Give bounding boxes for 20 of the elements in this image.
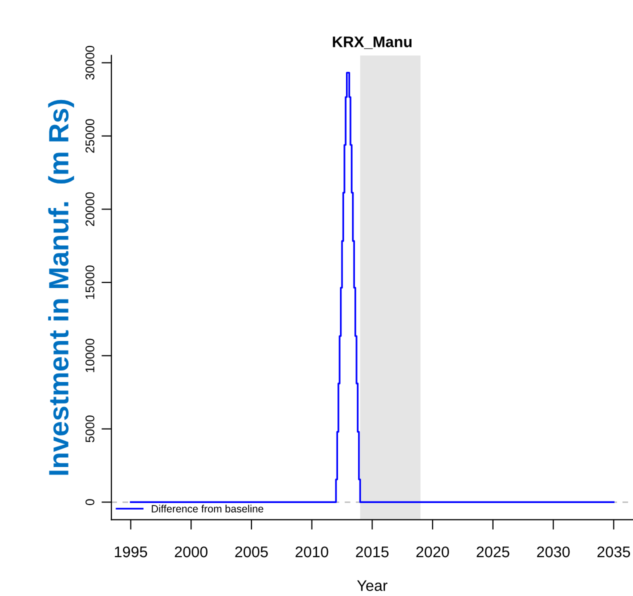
y-tick-label: 25000 — [86, 119, 94, 153]
y-tick-label: 0 — [86, 499, 94, 506]
x-axis-title: Year — [357, 580, 388, 592]
y-axis-title: Investment in Manuf. (m Rs) — [48, 100, 74, 475]
x-tick-label: 2030 — [537, 546, 570, 558]
x-tick-label: 2005 — [235, 546, 268, 558]
x-tick-label: 2020 — [416, 546, 449, 558]
x-tick-label: 2015 — [356, 546, 389, 558]
legend-label: Difference from baseline — [152, 504, 264, 512]
x-tick-label: 2000 — [174, 546, 208, 558]
y-tick-label: 15000 — [86, 266, 94, 299]
y-tick-label: 30000 — [86, 46, 94, 80]
x-tick-label: 2035 — [597, 546, 630, 558]
y-tick-label: 20000 — [86, 192, 94, 226]
x-tick-label: 2025 — [476, 546, 510, 558]
y-tick-label: 10000 — [86, 338, 94, 372]
y-tick-label: 5000 — [86, 415, 94, 442]
x-tick-label: 2010 — [296, 546, 328, 558]
x-tick-label: 1995 — [114, 546, 148, 558]
chart-title: KRX_Manu — [332, 36, 412, 49]
